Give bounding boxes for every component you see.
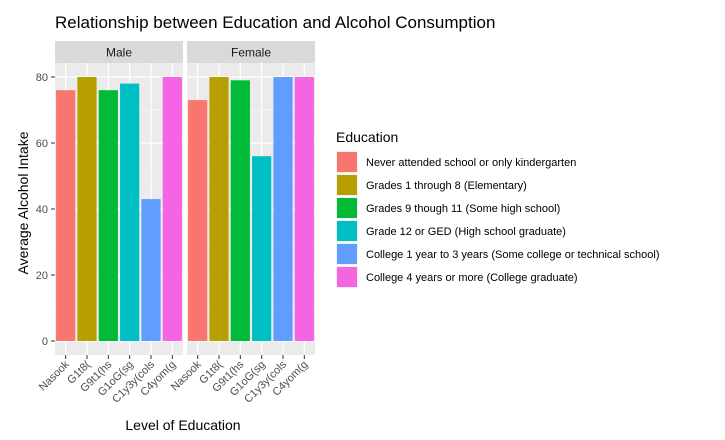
legend-item: Never attended school or only kindergart… — [336, 151, 576, 173]
y-axis: 0 20 40 60 80 — [36, 72, 55, 348]
legend-label: Never attended school or only kindergart… — [366, 157, 576, 169]
legend-item: Grades 1 through 8 (Elementary) — [336, 174, 527, 196]
legend-swatch — [337, 244, 357, 264]
legend-swatch — [337, 221, 357, 241]
legend: Education Never attended school or only … — [336, 129, 659, 288]
bar-male-2 — [77, 77, 97, 341]
y-tick-label: 80 — [36, 72, 48, 84]
chart-title: Relationship between Education and Alcoh… — [55, 13, 495, 32]
legend-label: Grade 12 or GED (High school graduate) — [366, 226, 566, 238]
bar-male-5 — [141, 199, 161, 341]
bar-female-2 — [209, 77, 229, 341]
bar-female-1 — [188, 100, 208, 341]
y-tick-label: 60 — [36, 138, 48, 150]
y-tick-label: 40 — [36, 204, 48, 216]
bar-male-1 — [56, 90, 76, 341]
legend-item: College 1 year to 3 years (Some college … — [336, 243, 659, 265]
bar-female-5 — [273, 77, 293, 341]
facet-strip — [187, 41, 315, 63]
y-tick-label: 0 — [42, 336, 48, 348]
legend-label: College 4 years or more (College graduat… — [366, 272, 578, 284]
bar-female-3 — [230, 80, 250, 342]
bar-female-6 — [294, 77, 314, 341]
bar-male-4 — [120, 83, 140, 341]
bar-female-4 — [252, 156, 272, 341]
legend-swatch — [337, 152, 357, 172]
facet-strip-label: Female — [231, 46, 271, 60]
bar-male-6 — [162, 77, 182, 341]
facet-strip — [55, 41, 183, 63]
facet-strip-label: Male — [106, 46, 132, 60]
legend-item: College 4 years or more (College graduat… — [336, 266, 578, 288]
y-axis-title: Average Alcohol Intake — [15, 131, 31, 274]
panel-male: MaleNasookG1t8(G9t1(hsG1oG(sgC1y3y(colsC… — [37, 41, 183, 406]
y-tick-label: 20 — [36, 270, 48, 282]
legend-swatch — [337, 175, 357, 195]
legend-item: Grade 12 or GED (High school graduate) — [336, 220, 566, 242]
legend-swatch — [337, 198, 357, 218]
panel-female: FemaleNasookG1t8(G9t1(hsG1oG(sgC1y3y(col… — [169, 41, 315, 406]
legend-label: Grades 9 though 11 (Some high school) — [366, 203, 560, 215]
legend-title: Education — [336, 129, 398, 145]
bar-male-3 — [98, 90, 118, 341]
legend-item: Grades 9 though 11 (Some high school) — [336, 197, 560, 219]
legend-label: Grades 1 through 8 (Elementary) — [366, 180, 527, 192]
facet-panels: MaleNasookG1t8(G9t1(hsG1oG(sgC1y3y(colsC… — [36, 41, 315, 406]
x-axis-title: Level of Education — [125, 417, 240, 433]
legend-swatch — [337, 267, 357, 287]
legend-label: College 1 year to 3 years (Some college … — [366, 249, 659, 261]
